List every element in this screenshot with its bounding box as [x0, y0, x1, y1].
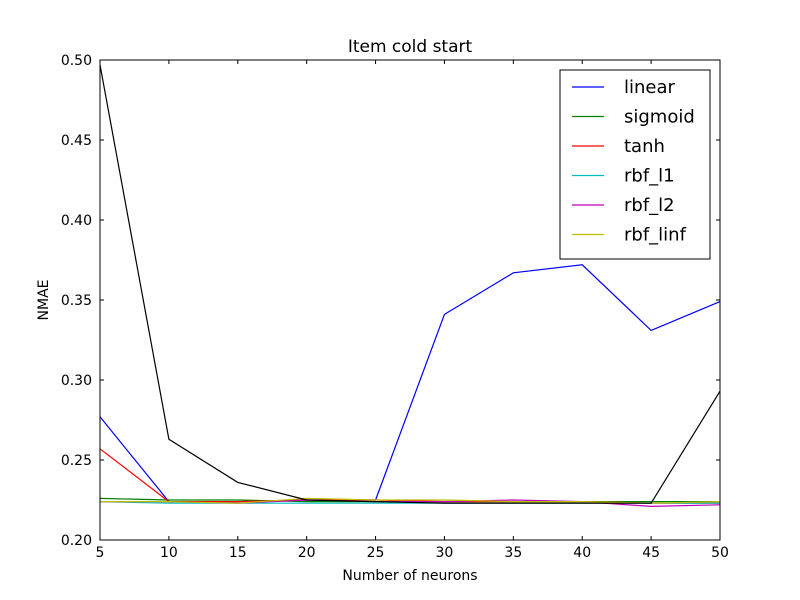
legend-label-tanh: tanh: [624, 136, 665, 157]
legend-label-rbf_l2: rbf_l2: [624, 195, 675, 216]
legend-label-sigmoid: sigmoid: [624, 107, 695, 128]
x-tick-label: 40: [573, 545, 591, 561]
y-tick-label: 0.20: [61, 533, 92, 549]
legend-label-rbf_l1: rbf_l1: [624, 166, 675, 187]
y-tick-label: 0.45: [61, 133, 92, 149]
y-tick-label: 0.35: [61, 293, 92, 309]
legend-box: [559, 69, 711, 260]
y-tick-label: 0.50: [61, 53, 92, 69]
legend-label-linear: linear: [624, 77, 676, 98]
axis-ticks: 5 10 15 20 25 30 35 40 45 50 0.20 0.25 0.30 0.35 0.40 0…: [61, 53, 729, 561]
y-tick-label: 0.40: [61, 213, 92, 229]
legend-label-rbf_linf: rbf_linf: [624, 225, 687, 246]
series-line-linear: [99, 264, 721, 503]
y-tick-label: 0.30: [61, 373, 92, 389]
series-layer: [99, 64, 721, 508]
x-tick-label: 5: [96, 545, 105, 561]
x-tick-label: 20: [298, 545, 316, 561]
chart-title: Item cold start: [348, 37, 473, 57]
y-axis-label: NMAE: [36, 280, 52, 321]
x-tick-label: 10: [160, 545, 178, 561]
x-tick-label: 35: [504, 545, 522, 561]
x-axis-label: Number of neurons: [342, 568, 477, 584]
x-tick-label: 50: [711, 545, 729, 561]
x-tick-label: 30: [436, 545, 454, 561]
series-line-rbf_linf: [100, 497, 721, 504]
x-tick-label: 15: [229, 545, 247, 561]
series-line-unlabeled-6: [99, 64, 721, 504]
y-tick-label: 0.25: [61, 453, 92, 469]
series-line-tanh: [99, 448, 720, 504]
legend: linear sigmoid tanh rbf_l1 rbf_l2 rbf_linf: [559, 69, 711, 260]
x-tick-label: 45: [642, 545, 660, 561]
x-tick-label: 25: [367, 545, 385, 561]
